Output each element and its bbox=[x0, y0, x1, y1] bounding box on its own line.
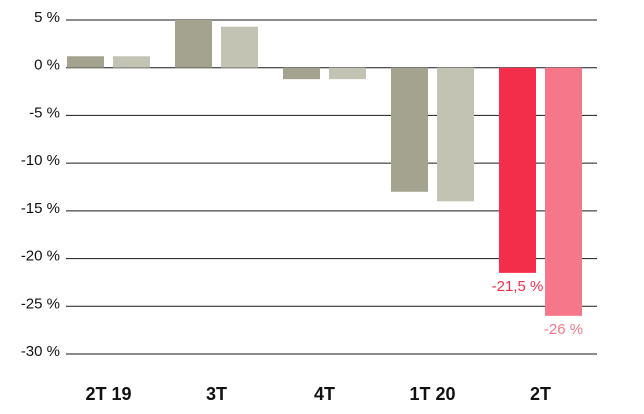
y-tick-label: -25 % bbox=[21, 295, 60, 312]
y-tick-label: -30 % bbox=[21, 343, 60, 360]
category-label: 2T bbox=[530, 384, 551, 404]
y-tick-label: 0 % bbox=[34, 57, 60, 74]
y-tick-label: -20 % bbox=[21, 248, 60, 265]
x-axis-category-labels: 2T 19 3T 4T 1T 20 2T bbox=[85, 384, 551, 404]
bar bbox=[67, 56, 104, 68]
bars bbox=[67, 20, 582, 316]
y-tick-label: -10 % bbox=[21, 152, 60, 169]
y-tick-label: -15 % bbox=[21, 200, 60, 217]
bar bbox=[329, 67, 366, 80]
category-label: 3T bbox=[206, 384, 227, 404]
data-label: -26 % bbox=[544, 321, 583, 338]
bar bbox=[545, 67, 582, 316]
y-axis-tick-labels: 5 % 0 % -5 % -10 % -15 % -20 % -25 % -30 % bbox=[21, 9, 60, 360]
category-label: 1T 20 bbox=[409, 384, 455, 404]
data-label: -21,5 % bbox=[492, 278, 544, 295]
gridlines bbox=[66, 19, 597, 355]
bar bbox=[175, 20, 212, 68]
bar bbox=[437, 67, 474, 202]
category-label: 4T bbox=[314, 384, 335, 404]
bar bbox=[113, 56, 150, 68]
y-tick-label: -5 % bbox=[29, 104, 60, 121]
bar bbox=[283, 67, 320, 80]
bar bbox=[499, 67, 536, 273]
data-labels: -21,5 % -26 % bbox=[492, 278, 583, 338]
y-tick-label: 5 % bbox=[34, 9, 60, 26]
category-label: 2T 19 bbox=[85, 384, 131, 404]
bar bbox=[391, 67, 428, 192]
bar bbox=[221, 26, 258, 68]
